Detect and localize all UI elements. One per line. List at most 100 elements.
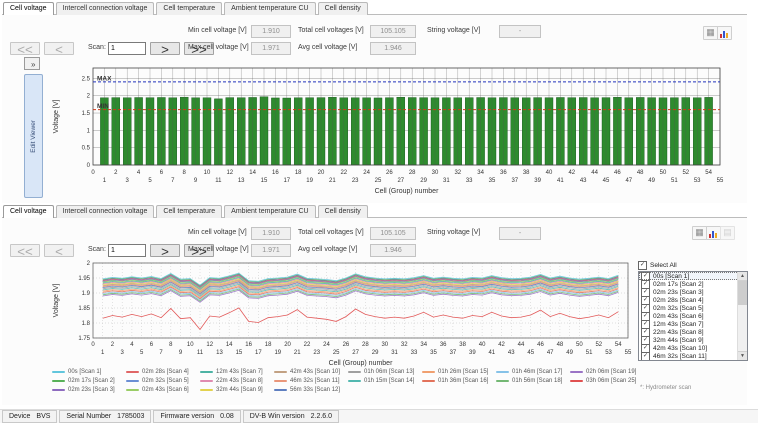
svg-text:38: 38 bbox=[523, 170, 530, 176]
svg-text:54: 54 bbox=[705, 170, 712, 176]
last-scan-button[interactable]: >> bbox=[184, 42, 214, 56]
legend-marker bbox=[126, 379, 139, 382]
first-scan-button[interactable]: << bbox=[10, 42, 40, 56]
next-scan-button[interactable]: > bbox=[150, 244, 180, 258]
sidebar-label: Edit Viewer bbox=[30, 119, 37, 153]
svg-text:1.85: 1.85 bbox=[78, 306, 90, 312]
svg-text:37: 37 bbox=[450, 350, 457, 356]
cell-voltage-bar-chart: 00.511.522.5 MAXMIN0123456789101112131415… bbox=[53, 67, 724, 195]
table-view-icon[interactable]: ▦ bbox=[692, 226, 707, 240]
legend-column: 00s [Scan 1] 02m 17s [Scan 2] 02m 23s [Sca… bbox=[52, 367, 126, 394]
legend-item: 03h 06m [Scan 25] bbox=[570, 376, 644, 385]
scan-listbox[interactable]: ✓ 00s [Scan 1] ✓ 02m 17s [Scan 2] ✓ 02m 23s [… bbox=[638, 271, 748, 361]
legend-item: 42m 43s [Scan 10] bbox=[274, 367, 348, 376]
svg-text:45: 45 bbox=[527, 350, 534, 356]
scan-input[interactable] bbox=[108, 42, 146, 55]
export-icon[interactable]: ▤ bbox=[720, 226, 735, 240]
legend-marker bbox=[274, 370, 287, 373]
table-view-icon[interactable]: ▦ bbox=[703, 26, 718, 40]
svg-text:8: 8 bbox=[183, 170, 187, 176]
legend-marker bbox=[570, 370, 583, 373]
scrollbar[interactable]: ▲ ▼ bbox=[737, 272, 747, 360]
tab-ambient-temperature-cu[interactable]: Ambient temperature CU bbox=[224, 205, 316, 218]
tab-cell-temperature[interactable]: Cell temperature bbox=[156, 2, 223, 15]
tab-cell-voltage[interactable]: Cell voltage bbox=[3, 205, 54, 218]
scan-list-item[interactable]: ✓ 02m 43s [Scan 6] bbox=[639, 311, 747, 321]
last-scan-button[interactable]: >> bbox=[184, 244, 214, 258]
chart-view-icon[interactable] bbox=[706, 226, 721, 240]
svg-text:28: 28 bbox=[362, 342, 369, 348]
string-voltage-label: String voltage [V] bbox=[427, 27, 481, 34]
prev-scan-button[interactable]: < bbox=[44, 42, 74, 56]
tab-intercell-connection-voltage[interactable]: Intercell connection voltage bbox=[55, 2, 155, 15]
scan-list-item[interactable]: ✓ 02m 28s [Scan 4] bbox=[639, 295, 747, 305]
scan-list-item[interactable]: ✓ 46m 32s [Scan 11] bbox=[639, 351, 747, 360]
svg-text:49: 49 bbox=[566, 350, 573, 356]
svg-text:45: 45 bbox=[603, 178, 610, 184]
svg-text:2: 2 bbox=[87, 261, 91, 267]
tab-cell-temperature[interactable]: Cell temperature bbox=[156, 205, 223, 218]
legend-column: 42m 43s [Scan 10] 46m 32s [Scan 11] 56m 33… bbox=[274, 367, 348, 394]
scan-list-item[interactable]: ✓ 12m 43s [Scan 7] bbox=[639, 319, 747, 329]
legend-label: 01h 56m [Scan 18] bbox=[512, 377, 563, 384]
svg-text:0: 0 bbox=[87, 163, 91, 169]
hydrometer-note: *: Hydrometer scan bbox=[640, 385, 692, 391]
scan-checkbox[interactable]: ✓ bbox=[641, 351, 650, 360]
legend-marker bbox=[422, 379, 435, 382]
cell-voltage-panel-top: Cell voltage Intercell connection voltag… bbox=[2, 2, 747, 203]
cell-voltage-panel-bottom: Cell voltage Intercell connection voltag… bbox=[2, 205, 748, 405]
legend-item: 01h 46m [Scan 17] bbox=[496, 367, 570, 376]
svg-text:40: 40 bbox=[546, 170, 553, 176]
svg-text:33: 33 bbox=[411, 350, 418, 356]
svg-text:21: 21 bbox=[329, 178, 336, 184]
svg-text:5: 5 bbox=[148, 178, 152, 184]
scan-list-item[interactable]: ✓ 00s [Scan 1] bbox=[639, 272, 747, 281]
legend-label: 32m 44s [Scan 9] bbox=[216, 386, 263, 393]
scan-list-item[interactable]: ✓ 02m 23s [Scan 3] bbox=[639, 287, 747, 297]
legend-label: 46m 32s [Scan 11] bbox=[290, 377, 340, 384]
scrollbar-down-icon[interactable]: ▼ bbox=[738, 351, 747, 360]
scan-list-label: 46m 32s [Scan 11] bbox=[653, 352, 707, 360]
scan-list-label: 00s [Scan 1] bbox=[653, 272, 690, 280]
svg-text:27: 27 bbox=[352, 350, 359, 356]
scan-list-item[interactable]: ✓ 22m 43s [Scan 8] bbox=[639, 327, 747, 337]
scan-list-label: 02m 43s [Scan 6] bbox=[653, 312, 704, 320]
svg-text:43: 43 bbox=[580, 178, 587, 184]
svg-text:15: 15 bbox=[261, 178, 268, 184]
legend-label: 01h 15m [Scan 14] bbox=[364, 377, 415, 384]
next-scan-button[interactable]: > bbox=[150, 42, 180, 56]
legend-marker bbox=[422, 370, 435, 373]
svg-text:11: 11 bbox=[215, 178, 222, 184]
total-cell-voltages-value: 105.105 bbox=[370, 25, 416, 38]
svg-text:39: 39 bbox=[469, 350, 476, 356]
svg-text:4: 4 bbox=[137, 170, 141, 176]
scan-list-item[interactable]: ✓ 02m 17s [Scan 2] bbox=[639, 279, 747, 289]
scan-list-item[interactable]: ✓ 32m 44s [Scan 9] bbox=[639, 335, 747, 345]
svg-text:17: 17 bbox=[283, 178, 290, 184]
chart-view-icon[interactable] bbox=[717, 26, 732, 40]
tab-cell-density[interactable]: Cell density bbox=[317, 2, 368, 15]
tab-intercell-connection-voltage[interactable]: Intercell connection voltage bbox=[55, 205, 155, 218]
select-all-checkbox[interactable]: ✓ bbox=[638, 261, 647, 270]
scan-list-item[interactable]: ✓ 02m 32s [Scan 5] bbox=[639, 303, 747, 313]
svg-text:Cell (Group) number: Cell (Group) number bbox=[375, 188, 439, 195]
first-scan-button[interactable]: << bbox=[10, 244, 40, 258]
chart-legend: 00s [Scan 1] 02m 17s [Scan 2] 02m 23s [Sca… bbox=[52, 367, 644, 394]
svg-text:39: 39 bbox=[534, 178, 541, 184]
tab-ambient-temperature-cu[interactable]: Ambient temperature CU bbox=[224, 2, 316, 15]
select-all-row[interactable]: ✓ Select All bbox=[638, 261, 677, 270]
scan-input[interactable] bbox=[108, 244, 146, 257]
legend-item: 01h 06m [Scan 13] bbox=[348, 367, 422, 376]
sidebar-expand-button[interactable]: » bbox=[24, 57, 40, 70]
avg-cell-voltage-label: Avg cell voltage [V] bbox=[298, 246, 358, 253]
tab-cell-voltage[interactable]: Cell voltage bbox=[3, 2, 54, 15]
scrollbar-up-icon[interactable]: ▲ bbox=[738, 272, 747, 281]
svg-text:43: 43 bbox=[508, 350, 515, 356]
sidebar-collapsed-bar[interactable]: Edit Viewer bbox=[24, 74, 43, 198]
svg-text:11: 11 bbox=[197, 350, 204, 356]
scan-list-item[interactable]: ✓ 42m 43s [Scan 10] bbox=[639, 343, 747, 353]
scrollbar-thumb[interactable] bbox=[738, 281, 747, 305]
tab-cell-density[interactable]: Cell density bbox=[317, 205, 368, 218]
prev-scan-button[interactable]: < bbox=[44, 244, 74, 258]
svg-text:46: 46 bbox=[537, 342, 544, 348]
